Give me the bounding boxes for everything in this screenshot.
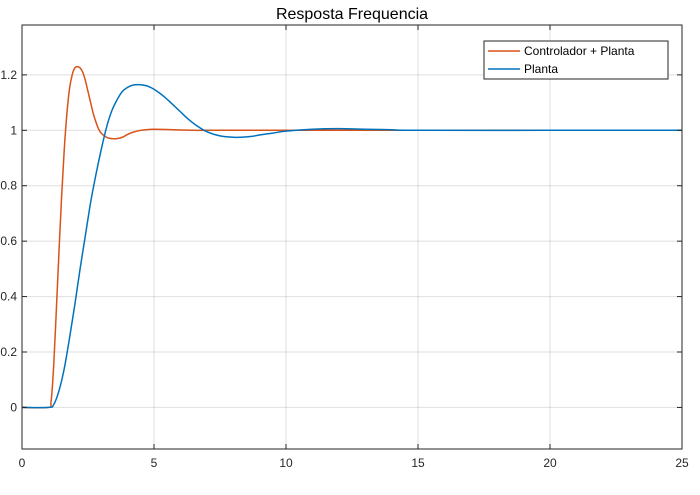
chart-title: Resposta Frequencia [276,6,428,23]
y-tick-label: 0.6 [0,234,17,248]
legend-box [483,40,669,80]
x-tick-label: 5 [151,456,158,470]
y-tick-label: 0.4 [0,290,17,304]
x-tick-label: 15 [411,456,425,470]
x-tick-label: 10 [279,456,293,470]
y-tick-label: 0.8 [0,179,17,193]
x-tick-label: 25 [675,456,689,470]
tick-layer: 0 5 10 15 20 25 0 0.2 0.4 0.6 0.8 1 1.2 [0,25,689,470]
y-tick-label: 1 [10,123,17,137]
grid-layer [21,25,683,449]
series-layer [21,65,682,409]
x-tick-label: 20 [543,456,557,470]
series-line-controlador-planta [21,65,682,409]
axes-box [21,24,683,450]
y-tick-label: 1.2 [0,68,17,82]
y-tick-label: 0 [10,400,17,414]
y-tick-label: 0.2 [0,345,17,359]
x-tick-label: 0 [19,456,26,470]
legend-label-planta: Planta [524,62,558,76]
legend-label-controlador-planta: Controlador + Planta [524,44,635,58]
series-line-planta [21,83,682,409]
legend: Controlador + Planta Planta [483,40,669,80]
